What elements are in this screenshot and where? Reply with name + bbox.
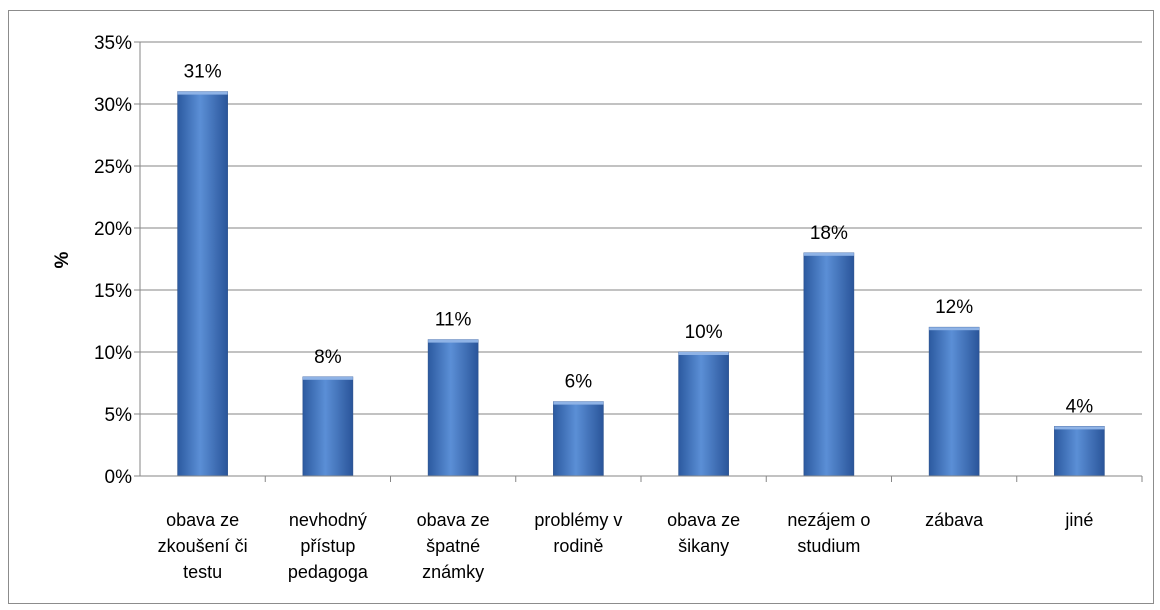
y-tick-label: 30%	[94, 95, 132, 116]
y-axis-ticks: 0% 5% 10% 15% 20% 25% 30% 35%	[94, 33, 132, 488]
bar	[302, 376, 354, 477]
bar-highlight	[678, 352, 729, 355]
category-label-line: jiné	[1064, 510, 1093, 530]
y-axis-label: %	[52, 251, 73, 268]
category-label-line: obava ze	[417, 510, 490, 530]
bar	[427, 339, 479, 477]
category-label: obava ze špatné známky	[417, 510, 490, 582]
bar	[928, 326, 980, 477]
bar-highlight	[177, 91, 228, 95]
data-label: 10%	[685, 322, 723, 343]
category-label-line: zkoušení či	[158, 536, 248, 556]
y-tick-label: 35%	[94, 33, 132, 54]
bar	[1054, 426, 1105, 477]
category-label-line: rodině	[553, 536, 603, 556]
y-tick-label: 0%	[105, 467, 133, 488]
bars	[177, 91, 1105, 477]
bar	[678, 351, 729, 477]
bar-highlight	[302, 376, 353, 380]
category-label: obava ze zkoušení či testu	[158, 510, 248, 582]
category-label: obava ze šikany	[667, 510, 740, 556]
category-label-line: nevhodný	[289, 510, 367, 530]
bar	[803, 252, 855, 477]
category-label-line: pedagoga	[288, 562, 369, 582]
data-label: 6%	[565, 372, 593, 393]
data-label: 31%	[184, 62, 222, 83]
gridlines	[134, 41, 1143, 482]
bar-highlight	[929, 327, 980, 331]
y-tick-label: 5%	[105, 405, 133, 426]
bar-highlight	[1054, 426, 1105, 430]
category-label-line: špatné	[426, 536, 480, 556]
category-label: nevhodný přístup pedagoga	[288, 510, 369, 582]
category-label-line: zábava	[925, 510, 984, 530]
category-label-line: obava ze	[166, 510, 239, 530]
category-label-line: studium	[797, 536, 860, 556]
y-tick-label: 20%	[94, 219, 132, 240]
data-label: 12%	[935, 297, 973, 318]
y-tick-label: 10%	[94, 343, 132, 364]
data-label: 11%	[435, 310, 472, 331]
bar-highlight	[428, 339, 479, 343]
category-label: zábava	[925, 510, 984, 530]
category-label: problémy v rodině	[534, 510, 622, 556]
category-labels: obava ze zkoušení či testu nevhodný přístup p…	[158, 510, 1094, 582]
data-labels: 31% 8% 11% 6% 10% 18% 12% 4%	[184, 62, 1094, 418]
category-label-line: problémy v	[534, 510, 622, 530]
category-label-line: šikany	[678, 536, 729, 556]
data-label: 18%	[810, 223, 848, 244]
category-label-line: obava ze	[667, 510, 740, 530]
category-label-line: přístup	[300, 536, 355, 556]
y-tick-label: 15%	[94, 281, 132, 302]
y-tick-label: 25%	[94, 157, 132, 178]
bar-highlight	[553, 401, 604, 405]
category-label-line: známky	[422, 562, 484, 582]
bar	[553, 401, 604, 477]
category-label: nezájem o studium	[787, 510, 870, 556]
bar-highlight	[803, 252, 854, 256]
data-label: 4%	[1066, 396, 1094, 417]
category-label-line: nezájem o	[787, 510, 870, 530]
bar	[177, 91, 228, 477]
category-label: jiné	[1064, 510, 1093, 530]
data-label: 8%	[314, 347, 342, 368]
category-label-line: testu	[183, 562, 222, 582]
